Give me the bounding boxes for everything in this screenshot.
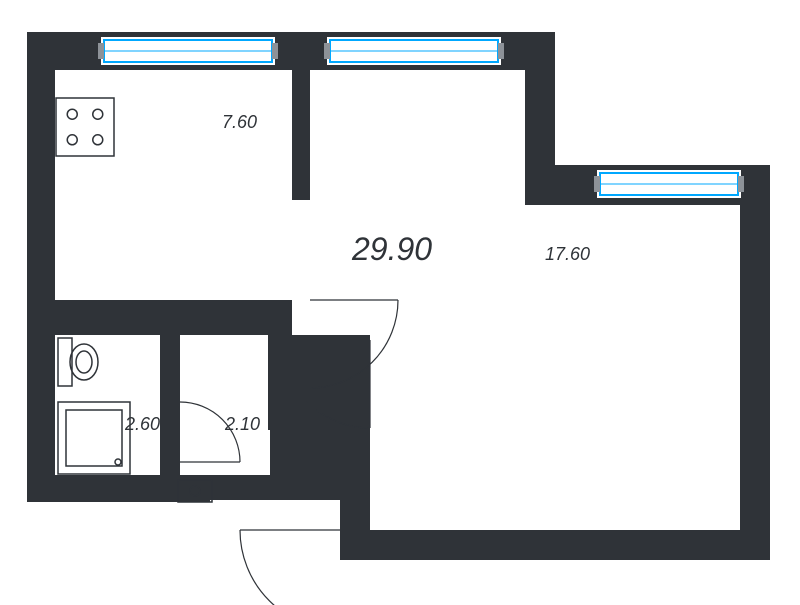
room-area-hallway: 2.10: [224, 414, 260, 434]
shower-tray-icon: [66, 410, 122, 466]
window-jamb: [98, 43, 104, 59]
interior-wall: [55, 300, 292, 335]
stove-burner-icon: [93, 135, 103, 145]
walls: [27, 32, 770, 560]
interior-wall: [268, 335, 300, 430]
window-jamb: [738, 176, 744, 192]
door-entry-arc: [240, 530, 340, 605]
toilet-seat-icon: [76, 351, 92, 373]
window-jamb: [594, 176, 600, 192]
windows: [98, 37, 744, 198]
shower-drain-icon: [115, 459, 121, 465]
interior-wall: [525, 70, 555, 190]
room-area-kitchen: 7.60: [222, 112, 257, 132]
toilet-bowl-icon: [70, 344, 98, 380]
interior-wall: [160, 335, 180, 475]
floorplan-canvas: 29.90 7.60 17.60 2.60 2.10: [0, 0, 800, 605]
room-area-bathroom: 2.60: [124, 414, 160, 434]
stove-burner-icon: [67, 109, 77, 119]
room-area-living: 17.60: [545, 244, 590, 264]
window-jamb: [272, 43, 278, 59]
total-area-label: 29.90: [351, 231, 432, 267]
interior-wall: [340, 492, 370, 538]
window-jamb: [498, 43, 504, 59]
stove-icon: [56, 98, 114, 156]
window-jamb: [324, 43, 330, 59]
stove-burner-icon: [93, 109, 103, 119]
shower-icon: [58, 402, 130, 474]
interior-wall: [292, 70, 310, 200]
stove-burner-icon: [67, 135, 77, 145]
